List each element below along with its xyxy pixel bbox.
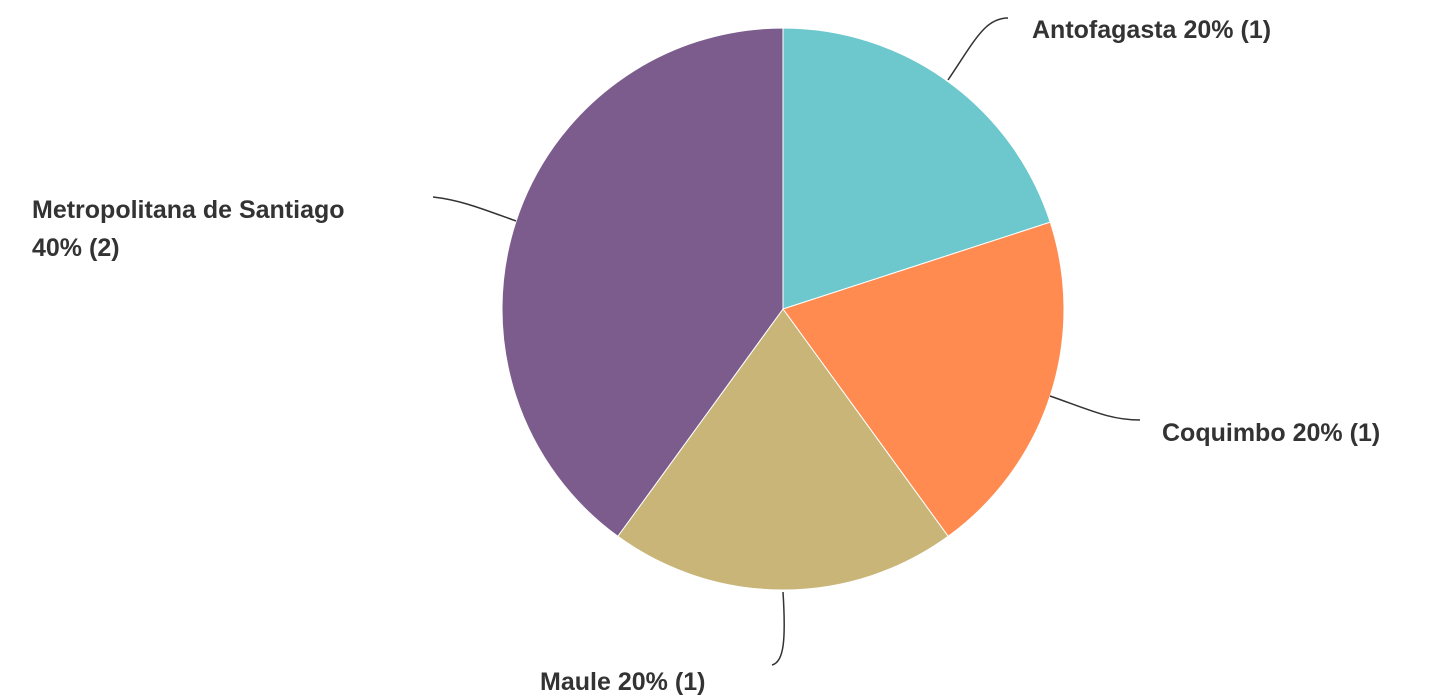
label-value: 20% [1293, 419, 1343, 447]
slice-label: Coquimbo 20% (1) [1162, 419, 1380, 447]
label-name: Maule [540, 668, 611, 696]
label-value: 40% [32, 234, 82, 262]
leader-line [947, 17, 1009, 81]
label-value: 20% [618, 668, 668, 696]
pie-slice [501, 27, 784, 538]
label-count: (2) [89, 234, 120, 262]
label-count: (1) [1350, 419, 1381, 447]
label-name: Antofagasta [1032, 16, 1178, 44]
label-count: (1) [675, 668, 706, 696]
pie-slice [782, 27, 1051, 310]
label-name: Metropolitana de Santiago [32, 196, 345, 224]
pie-slice [617, 308, 949, 591]
label-value: 20% [1183, 16, 1233, 44]
slice-label: Antofagasta 20% (1) [1032, 16, 1271, 44]
slice-label: Maule 20% (1) [540, 668, 705, 696]
label-count: (1) [1241, 16, 1272, 44]
slice-label: Metropolitana de Santiago 40% (2) [32, 196, 345, 262]
leader-line [432, 196, 517, 222]
leader-line [1049, 395, 1141, 421]
leader-line [771, 591, 785, 666]
label-name: Coquimbo [1162, 419, 1286, 447]
